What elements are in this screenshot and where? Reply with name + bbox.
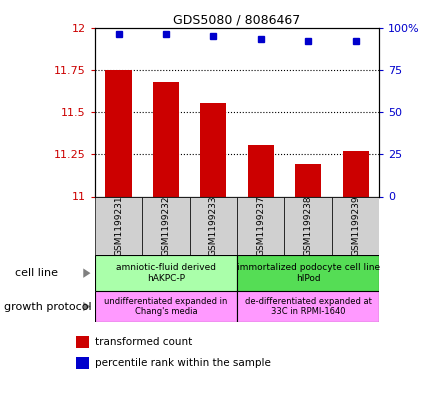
Polygon shape (83, 268, 90, 278)
Text: GSM1199237: GSM1199237 (256, 196, 264, 256)
Bar (105, 70, 131, 196)
Text: undifferentiated expanded in
Chang's media: undifferentiated expanded in Chang's med… (104, 297, 227, 316)
Bar (189, 196, 236, 255)
Bar (247, 145, 273, 196)
Text: percentile rank within the sample: percentile rank within the sample (95, 358, 270, 368)
Bar (76, 336, 89, 348)
Text: GSM1199232: GSM1199232 (161, 196, 170, 256)
Text: de-differentiated expanded at
33C in RPMI-1640: de-differentiated expanded at 33C in RPM… (244, 297, 371, 316)
Bar (153, 82, 178, 196)
Bar (237, 291, 378, 322)
Bar (284, 196, 331, 255)
Text: growth protocol: growth protocol (4, 301, 92, 312)
Bar (142, 196, 189, 255)
Text: GSM1199233: GSM1199233 (209, 196, 217, 256)
Text: amniotic-fluid derived
hAKPC-P: amniotic-fluid derived hAKPC-P (116, 263, 215, 283)
Bar (200, 103, 226, 196)
Text: GSM1199238: GSM1199238 (303, 196, 312, 256)
Title: GDS5080 / 8086467: GDS5080 / 8086467 (173, 13, 300, 26)
Bar (342, 151, 368, 196)
Bar (95, 291, 237, 322)
Text: transformed count: transformed count (95, 337, 191, 347)
Bar (95, 255, 237, 291)
Bar (295, 164, 320, 196)
Bar (237, 196, 284, 255)
Text: immortalized podocyte cell line
hIPod: immortalized podocyte cell line hIPod (236, 263, 379, 283)
Bar (237, 255, 378, 291)
Bar (76, 357, 89, 369)
Text: GSM1199239: GSM1199239 (350, 196, 359, 256)
Bar (95, 196, 142, 255)
Text: GSM1199231: GSM1199231 (114, 196, 123, 256)
Polygon shape (83, 302, 90, 311)
Text: cell line: cell line (15, 268, 58, 278)
Bar (331, 196, 378, 255)
